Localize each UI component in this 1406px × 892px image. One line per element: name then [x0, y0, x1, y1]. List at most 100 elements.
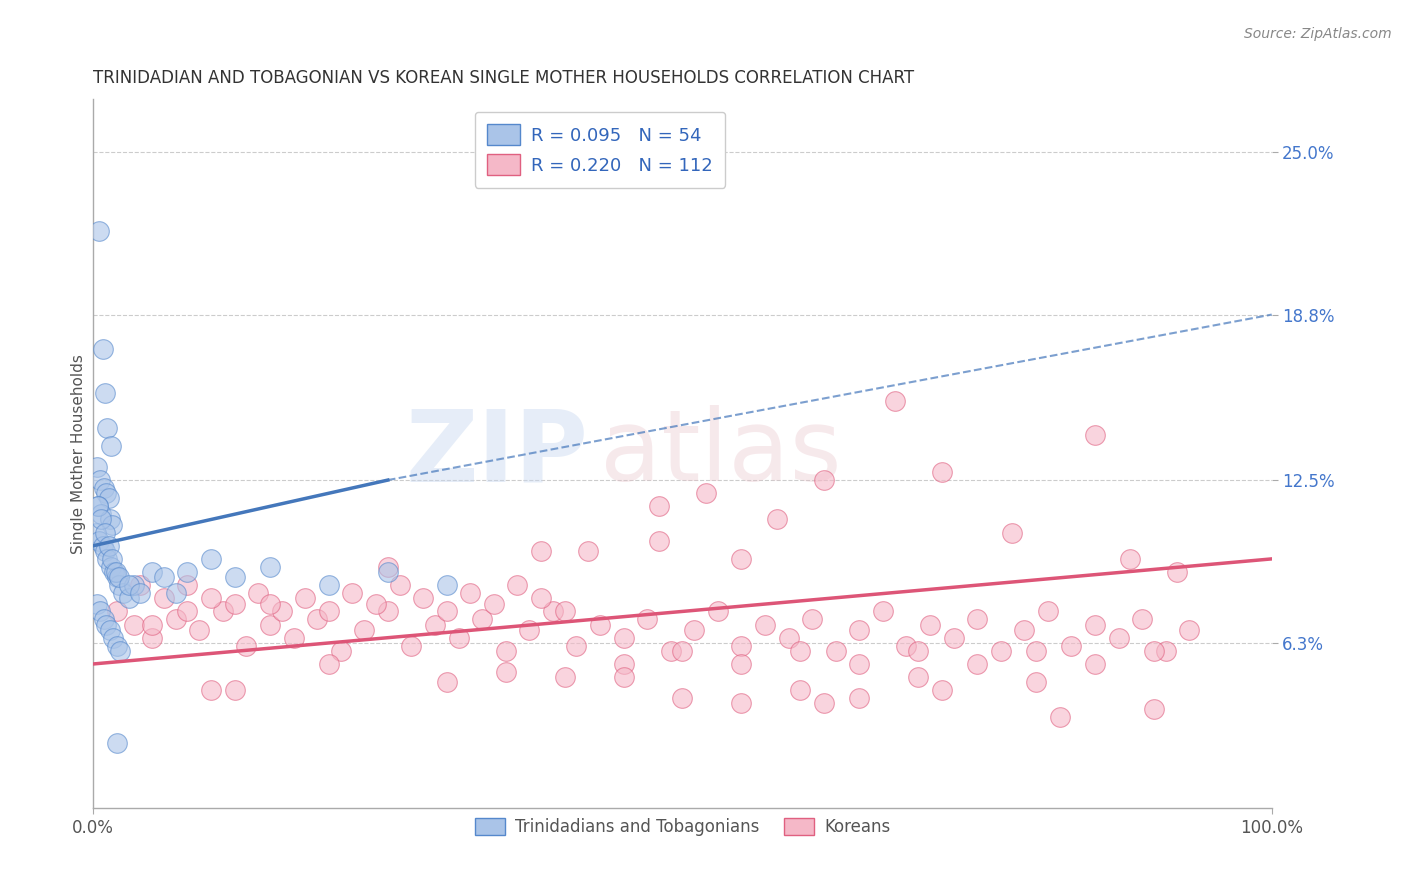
Point	[97, 539, 120, 553]
Point	[224, 570, 246, 584]
Point	[612, 657, 634, 671]
Point	[460, 586, 482, 600]
Point	[589, 617, 612, 632]
Point	[224, 683, 246, 698]
Point	[931, 683, 953, 698]
Point	[307, 612, 329, 626]
Point	[707, 604, 730, 618]
Point	[87, 500, 110, 514]
Point	[200, 552, 222, 566]
Point	[1154, 644, 1177, 658]
Point	[318, 657, 340, 671]
Point	[89, 604, 111, 618]
Point	[98, 512, 121, 526]
Point	[94, 525, 117, 540]
Point	[117, 591, 139, 606]
Point	[1025, 644, 1047, 658]
Point	[104, 565, 127, 579]
Text: ZIP: ZIP	[405, 405, 588, 502]
Point	[94, 617, 117, 632]
Point	[695, 486, 717, 500]
Point	[318, 604, 340, 618]
Point	[108, 578, 131, 592]
Point	[1084, 428, 1107, 442]
Point	[153, 570, 176, 584]
Point	[87, 223, 110, 237]
Point	[423, 617, 446, 632]
Point	[1025, 675, 1047, 690]
Point	[931, 465, 953, 479]
Point	[124, 578, 146, 592]
Point	[176, 578, 198, 592]
Point	[883, 394, 905, 409]
Point	[612, 670, 634, 684]
Y-axis label: Single Mother Households: Single Mother Households	[72, 354, 86, 554]
Point	[436, 578, 458, 592]
Point	[576, 544, 599, 558]
Point	[730, 552, 752, 566]
Point	[541, 604, 564, 618]
Point	[1012, 623, 1035, 637]
Point	[141, 565, 163, 579]
Text: Source: ZipAtlas.com: Source: ZipAtlas.com	[1244, 27, 1392, 41]
Point	[1060, 639, 1083, 653]
Point	[730, 639, 752, 653]
Point	[848, 657, 870, 671]
Point	[105, 639, 128, 653]
Point	[94, 486, 117, 500]
Point	[270, 604, 292, 618]
Text: TRINIDADIAN AND TOBAGONIAN VS KOREAN SINGLE MOTHER HOUSEHOLDS CORRELATION CHART: TRINIDADIAN AND TOBAGONIAN VS KOREAN SIN…	[93, 69, 914, 87]
Point	[813, 473, 835, 487]
Point	[294, 591, 316, 606]
Point	[671, 691, 693, 706]
Point	[1108, 631, 1130, 645]
Point	[259, 617, 281, 632]
Point	[87, 533, 110, 548]
Point	[165, 612, 187, 626]
Point	[96, 420, 118, 434]
Point	[141, 617, 163, 632]
Point	[93, 481, 115, 495]
Point	[1119, 552, 1142, 566]
Point	[110, 644, 132, 658]
Point	[730, 697, 752, 711]
Point	[93, 612, 115, 626]
Point	[1130, 612, 1153, 626]
Point	[482, 597, 505, 611]
Point	[224, 597, 246, 611]
Point	[789, 644, 811, 658]
Point	[84, 525, 107, 540]
Point	[89, 473, 111, 487]
Point	[90, 507, 112, 521]
Point	[117, 578, 139, 592]
Point	[86, 597, 108, 611]
Point	[103, 631, 125, 645]
Point	[87, 500, 110, 514]
Point	[966, 612, 988, 626]
Point	[412, 591, 434, 606]
Point	[101, 552, 124, 566]
Point	[1084, 617, 1107, 632]
Point	[1166, 565, 1188, 579]
Point	[176, 604, 198, 618]
Point	[1001, 525, 1024, 540]
Point	[377, 565, 399, 579]
Point	[1049, 709, 1071, 723]
Point	[636, 612, 658, 626]
Point	[1036, 604, 1059, 618]
Point	[105, 736, 128, 750]
Point	[259, 559, 281, 574]
Point	[495, 644, 517, 658]
Point	[141, 631, 163, 645]
Point	[966, 657, 988, 671]
Point	[789, 683, 811, 698]
Point	[554, 604, 576, 618]
Point	[848, 623, 870, 637]
Point	[86, 459, 108, 474]
Point	[91, 342, 114, 356]
Point	[778, 631, 800, 645]
Point	[554, 670, 576, 684]
Point	[659, 644, 682, 658]
Point	[907, 644, 929, 658]
Point	[530, 591, 553, 606]
